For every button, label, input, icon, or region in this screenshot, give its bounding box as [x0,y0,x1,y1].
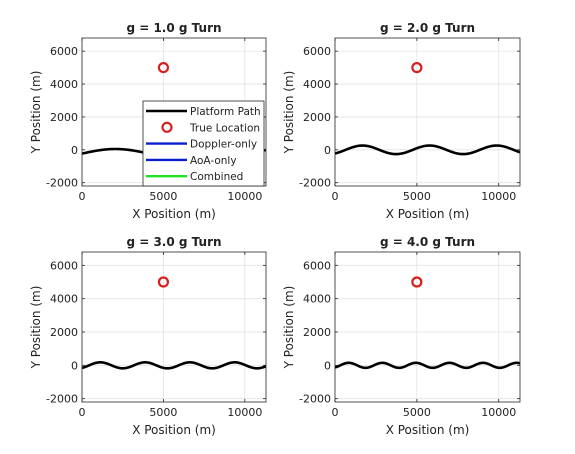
y-tick-label: 4000 [50,78,78,91]
y-tick-label: 0 [324,359,331,372]
chart-title: g = 4.0 g Turn [380,235,475,249]
x-tick-label: 0 [332,406,339,419]
chart-title: g = 2.0 g Turn [380,21,475,35]
platform-path-line [82,361,266,370]
true-location-marker [411,276,423,288]
platform-path-line [335,361,520,370]
x-tick-label: 10000 [481,406,516,419]
y-tick-label: 2000 [50,111,78,124]
y-tick-label: 4000 [50,293,78,306]
x-tick-label: 0 [79,190,86,203]
x-tick-label: 0 [332,190,339,203]
y-tick-label: -2000 [46,393,78,406]
x-tick-label: 10000 [227,190,262,203]
true-location-marker [157,61,170,74]
x-tick-label: 5000 [403,406,431,419]
y-tick-label: -2000 [299,393,331,406]
x-axis-label: X Position (m) [386,423,470,437]
y-tick-label: 6000 [50,45,78,58]
plot-area [335,38,520,186]
y-tick-label: 4000 [303,293,331,306]
y-tick-label: 0 [71,359,78,372]
x-tick-label: 5000 [149,190,177,203]
legend-entry-label: Platform Path [190,106,261,118]
y-axis-label: Y Position (m) [282,71,296,155]
plot-area [335,252,520,402]
y-tick-label: -2000 [46,177,78,190]
x-axis-label: X Position (m) [132,207,216,221]
legend-marker-circle [161,121,173,133]
y-tick-label: 2000 [303,111,331,124]
chart-title: g = 3.0 g Turn [126,235,221,249]
y-axis-label: Y Position (m) [282,286,296,370]
legend-entry-label: Combined [190,171,243,183]
y-axis-label: Y Position (m) [29,286,43,370]
true-location-marker [411,61,423,74]
x-axis-label: X Position (m) [386,207,470,221]
x-tick-label: 5000 [403,190,431,203]
legend-entry-label: AoA-only [190,155,237,167]
axes-frame [334,251,521,403]
plot-area [82,252,266,402]
x-tick-label: 10000 [481,190,516,203]
y-tick-label: 6000 [303,259,331,272]
platform-path-line [335,144,520,156]
x-tick-label: 0 [79,406,86,419]
axes-frame [81,251,267,403]
x-tick-label: 10000 [227,406,262,419]
y-tick-label: 0 [71,144,78,157]
chart-title: g = 1.0 g Turn [126,21,221,35]
legend-entry-label: True Location [189,122,260,134]
y-tick-label: 2000 [303,326,331,339]
x-tick-label: 5000 [149,406,177,419]
axes-frame [334,37,521,187]
legend: Platform Path True Location Doppler-only Ao… [142,100,265,187]
y-tick-label: 6000 [50,259,78,272]
y-tick-label: 0 [324,144,331,157]
y-tick-label: -2000 [299,177,331,190]
y-axis-label: Y Position (m) [29,71,43,155]
y-tick-label: 6000 [303,45,331,58]
true-location-marker [157,276,170,288]
y-tick-label: 4000 [303,78,331,91]
x-axis-label: X Position (m) [132,423,216,437]
y-tick-label: 2000 [50,326,78,339]
legend-entry-label: Doppler-only [190,139,257,151]
